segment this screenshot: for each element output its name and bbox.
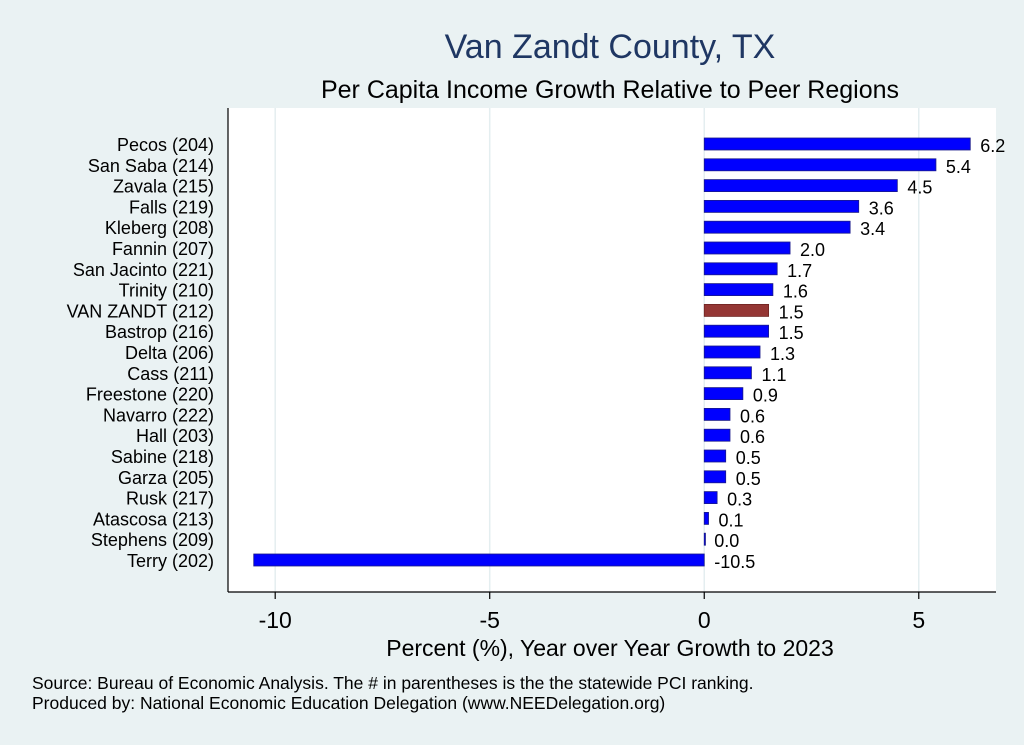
bar: [703, 241, 791, 255]
produced-by-note: Produced by: National Economic Education…: [32, 693, 666, 713]
bar: [703, 199, 860, 213]
source-note: Source: Bureau of Economic Analysis. The…: [32, 673, 754, 693]
category-label: Hall (203): [136, 426, 214, 446]
bar: [703, 220, 851, 234]
category-label: Kleberg (208): [105, 218, 214, 238]
x-axis-ticks: -10 -5 0 5: [259, 592, 925, 633]
category-label: Stephens (209): [91, 530, 214, 550]
bar-value-label: 0.3: [727, 490, 752, 510]
bar-value-label: 3.4: [860, 219, 885, 239]
bar: [703, 158, 937, 172]
category-label: Trinity (210): [119, 281, 214, 301]
bar: [703, 407, 731, 421]
x-tick-label: -5: [479, 607, 499, 633]
x-tick-label: -10: [259, 607, 292, 633]
bar-value-label: 6.2: [980, 136, 1005, 156]
bar: [703, 262, 778, 276]
bar-value-label: 0.1: [719, 510, 744, 530]
category-label: Fannin (207): [112, 239, 214, 259]
value-labels: 6.25.44.53.63.42.01.71.61.51.51.31.10.90…: [714, 136, 1005, 572]
bar: [253, 553, 705, 567]
bars: [253, 137, 971, 567]
bar-value-label: 3.6: [869, 198, 894, 218]
category-label: Sabine (218): [111, 447, 214, 467]
bar-value-label: 0.5: [736, 448, 761, 468]
bar: [703, 137, 971, 151]
category-label: Pecos (204): [117, 135, 214, 155]
bar: [703, 387, 744, 401]
x-tick-label: 0: [698, 607, 711, 633]
bar: [703, 366, 752, 380]
category-label: Bastrop (216): [105, 322, 214, 342]
category-label: Atascosa (213): [93, 509, 214, 529]
x-tick-label: 5: [912, 607, 925, 633]
category-label: San Saba (214): [88, 156, 214, 176]
highlight-bar: [703, 303, 770, 317]
bar-value-label: 2.0: [800, 240, 825, 260]
bar-value-label: -10.5: [714, 552, 755, 572]
bar-value-label: 0.9: [753, 386, 778, 406]
bar: [703, 470, 727, 484]
bar-value-label: 1.5: [779, 302, 804, 322]
category-label: Delta (206): [125, 343, 214, 363]
bar-value-label: 0.6: [740, 406, 765, 426]
bar-value-label: 5.4: [946, 157, 971, 177]
bar-value-label: 0.6: [740, 427, 765, 447]
bar: [703, 449, 727, 463]
bar-value-label: 1.5: [779, 323, 804, 343]
bar: [703, 532, 706, 546]
chart-subtitle: Per Capita Income Growth Relative to Pee…: [321, 76, 899, 104]
category-label: San Jacinto (221): [73, 260, 214, 280]
bar: [703, 179, 898, 193]
x-axis-label: Percent (%), Year over Year Growth to 20…: [386, 635, 834, 661]
category-labels: Pecos (204)San Saba (214)Zavala (215)Fal…: [67, 135, 214, 571]
category-label: Terry (202): [127, 551, 214, 571]
bar: [703, 512, 709, 525]
category-label: VAN ZANDT (212): [67, 301, 214, 321]
category-label: Zavala (215): [113, 177, 214, 197]
category-label: Falls (219): [129, 197, 214, 217]
bar: [703, 491, 718, 505]
category-label: Rusk (217): [126, 489, 214, 509]
bar: [703, 345, 761, 359]
bar-value-label: 1.1: [761, 365, 786, 385]
bar: [703, 283, 774, 297]
category-label: Navarro (222): [103, 405, 214, 425]
bar-value-label: 1.7: [787, 261, 812, 281]
bar: [703, 324, 770, 338]
bar: [703, 428, 731, 442]
bar-value-label: 4.5: [907, 178, 932, 198]
bar-value-label: 0.0: [714, 531, 739, 551]
category-label: Garza (205): [118, 468, 214, 488]
category-label: Freestone (220): [86, 385, 214, 405]
bar-value-label: 1.6: [783, 282, 808, 302]
chart-title: Van Zandt County, TX: [445, 28, 776, 66]
bar-value-label: 1.3: [770, 344, 795, 364]
category-label: Cass (211): [127, 364, 214, 384]
bar-value-label: 0.5: [736, 469, 761, 489]
